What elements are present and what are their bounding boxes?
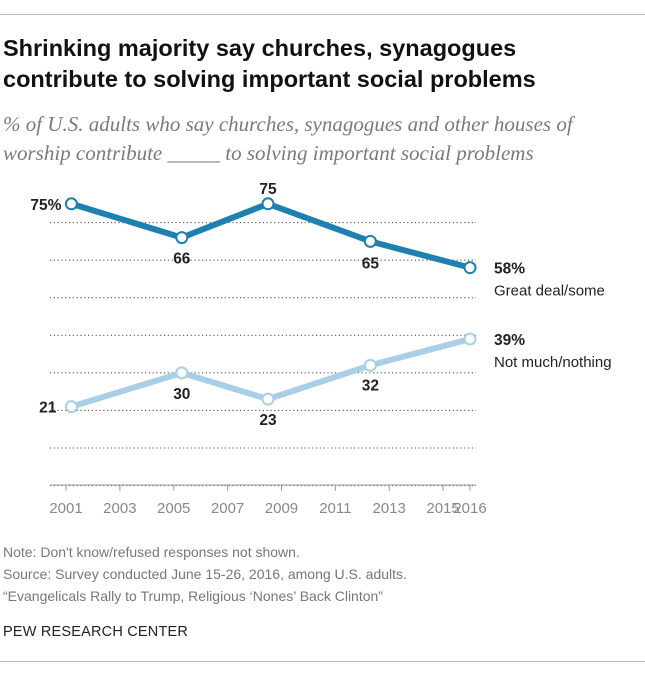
data-point bbox=[64, 400, 78, 414]
data-point bbox=[175, 231, 189, 245]
x-tick-label: 2013 bbox=[373, 500, 406, 517]
report-title-line: “Evangelicals Rally to Trump, Religious … bbox=[3, 588, 383, 604]
x-tick-label: 2005 bbox=[157, 500, 190, 517]
series-name-label: Not much/nothing bbox=[494, 354, 612, 371]
chart-subtitle: % of U.S. adults who say churches, synag… bbox=[3, 112, 573, 165]
data-label: 32 bbox=[362, 377, 379, 394]
source-line: Source: Survey conducted June 15-26, 201… bbox=[3, 566, 407, 582]
data-point bbox=[363, 358, 377, 372]
data-label: 58% bbox=[494, 261, 525, 278]
data-point bbox=[64, 197, 78, 211]
series-name-label: Great deal/some bbox=[494, 283, 605, 300]
data-label: 21 bbox=[39, 400, 57, 417]
x-tick-label: 2001 bbox=[49, 500, 82, 517]
data-point bbox=[175, 366, 189, 380]
series-line-great-deal-some bbox=[68, 200, 473, 271]
x-tick-label: 2007 bbox=[211, 500, 244, 517]
x-tick-label: 2015 bbox=[426, 500, 459, 517]
data-label: 23 bbox=[259, 412, 277, 429]
note-line: Note: Don't know/refused responses not s… bbox=[3, 544, 300, 560]
data-label: 39% bbox=[494, 332, 525, 349]
data-point bbox=[261, 197, 275, 211]
data-label: 66 bbox=[173, 251, 191, 268]
data-label: 30 bbox=[173, 386, 190, 403]
data-point bbox=[261, 392, 275, 406]
data-label: 65 bbox=[362, 255, 380, 272]
data-label: 75% bbox=[30, 197, 61, 214]
x-tick-label: 2016 bbox=[453, 500, 486, 517]
source-credit: PEW RESEARCH CENTER bbox=[3, 624, 189, 640]
notes: Note: Don't know/refused responses not s… bbox=[3, 541, 407, 607]
data-point bbox=[463, 261, 477, 275]
x-tick-label: 2009 bbox=[265, 500, 298, 517]
data-point bbox=[463, 332, 477, 346]
x-tick-label: 2003 bbox=[103, 500, 136, 517]
data-point bbox=[363, 234, 377, 248]
x-tick-label: 2011 bbox=[319, 500, 351, 517]
chart-title: Shrinking majority say churches, synagog… bbox=[3, 35, 536, 92]
bottom-rule bbox=[0, 661, 645, 662]
data-label: 75 bbox=[259, 181, 277, 198]
top-rule bbox=[0, 14, 645, 15]
